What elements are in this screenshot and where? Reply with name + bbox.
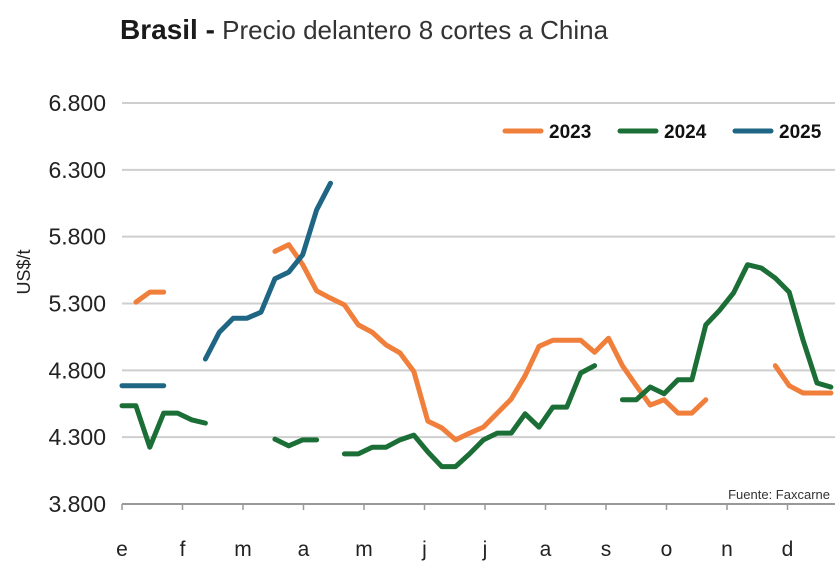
y-axis-label: US$/t [14,249,34,294]
y-tick-label: 4.800 [48,357,106,383]
x-tick-label: a [540,538,552,561]
y-tick-label: 4.300 [48,424,106,450]
series-line-segment [341,363,598,470]
series-line-segment [133,289,167,305]
x-tick-label: s [601,538,612,561]
x-tick-label: a [298,538,310,561]
series-2025 [119,180,333,389]
series-2023 [133,242,834,443]
chart-title-rest: Precio delantero 8 cortes a China [214,15,609,45]
x-tick-label: e [116,538,128,561]
y-tick-label: 6.300 [48,157,106,183]
series-line-segment [272,242,709,443]
chart-title: Brasil - Precio delantero 8 cortes a Chi… [120,14,608,46]
source-note: Fuente: Faxcarne [728,487,830,502]
x-tick-label: m [355,538,373,561]
x-tick-label: m [234,538,252,561]
y-tick-label: 3.800 [48,491,106,517]
series-line-segment [202,180,333,362]
series-2024 [119,262,834,470]
series-line-segment [619,262,834,403]
legend-label: 2024 [664,122,707,143]
series-line-segment [272,436,320,449]
series-lines [119,180,834,470]
chart-title-bold: Brasil - [120,14,215,45]
x-tick-label: f [180,538,186,561]
x-tick-label: n [721,538,733,561]
x-tick-label: j [421,538,427,561]
x-tick-label: j [482,538,488,561]
y-tick-label: 5.800 [48,224,106,250]
gridlines [122,102,835,505]
x-tick-label: d [782,538,794,561]
legend-label: 2025 [779,122,822,143]
legend-label: 2023 [549,122,591,143]
series-line-segment [119,403,208,450]
legend: 2023 2024 2025 [502,122,822,143]
y-tick-label: 5.300 [48,291,106,317]
x-tick-label: o [661,538,673,561]
y-tick-label: 6.800 [48,90,106,116]
y-axis-ticks: 3.800 4.300 4.800 5.300 5.800 6.300 6.800 [48,90,106,517]
